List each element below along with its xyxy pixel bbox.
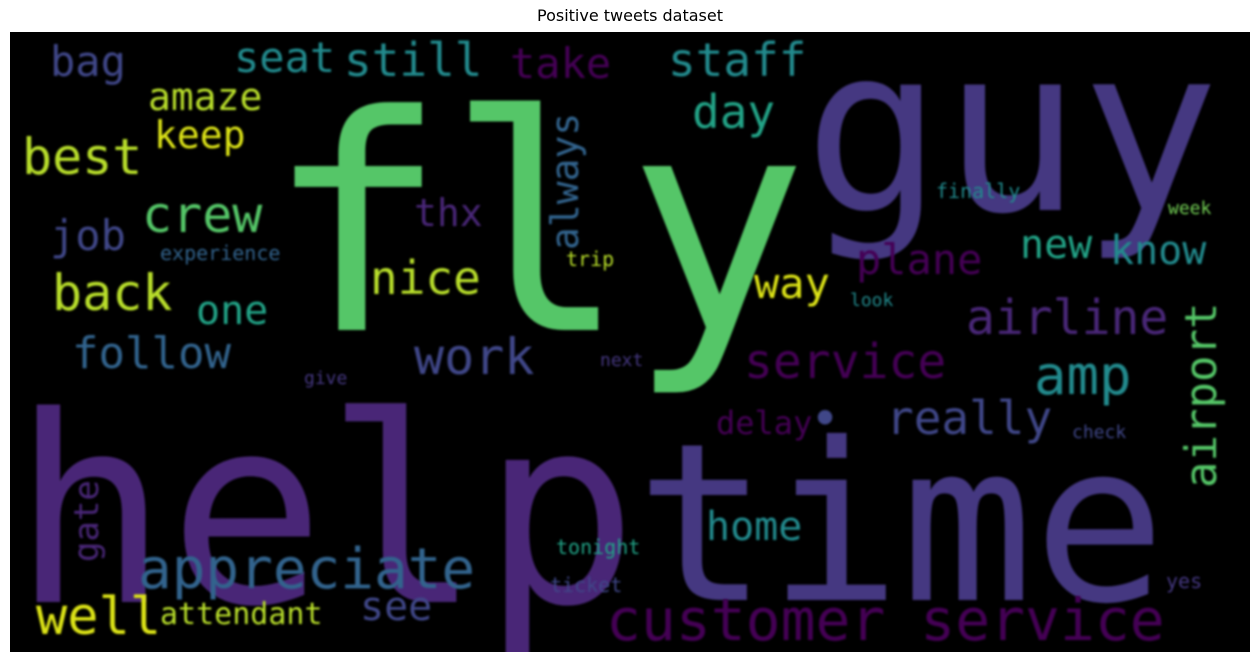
word-time: time xyxy=(636,396,1166,652)
word-help: help xyxy=(12,362,638,652)
word-well: well xyxy=(36,587,161,647)
word-amaze: amaze xyxy=(148,75,262,119)
word-fly: fly xyxy=(266,52,808,401)
word-see: see xyxy=(360,584,432,630)
word-yes: yes xyxy=(1166,569,1202,593)
word-really: really xyxy=(886,391,1052,445)
word-plane: plane xyxy=(856,235,982,284)
word-attendant: attendant xyxy=(160,597,323,632)
word-keep: keep xyxy=(154,113,246,157)
word-day: day xyxy=(692,85,775,139)
word-airline: airline xyxy=(966,290,1168,346)
word-trip: trip xyxy=(566,247,614,271)
dot: • xyxy=(810,390,840,448)
cloud-background xyxy=(10,32,1250,652)
word-always: always xyxy=(543,113,587,250)
word-tonight: tonight xyxy=(556,535,640,559)
word-work: work xyxy=(414,328,534,386)
word-airport: airport xyxy=(1176,303,1227,488)
word-customer-service: customer service xyxy=(606,586,1165,652)
word-know: know xyxy=(1110,228,1207,274)
word-way: way xyxy=(754,259,830,308)
word-seat: seat xyxy=(234,33,335,82)
word-home: home xyxy=(706,504,802,550)
word-look: look xyxy=(850,290,894,311)
word-gate: gate xyxy=(67,480,107,562)
word-bag: bag xyxy=(50,37,126,86)
word-nice: nice xyxy=(370,251,481,305)
word-delay: delay xyxy=(716,404,812,442)
word-check: check xyxy=(1072,422,1126,443)
word-job: job xyxy=(50,211,126,260)
word-give: give xyxy=(304,368,347,389)
word-follow: follow xyxy=(72,328,231,379)
word-back: back xyxy=(52,264,172,322)
word-thx: thx xyxy=(414,191,483,235)
word-week: week xyxy=(1168,198,1212,219)
word-experience: experience xyxy=(160,241,280,265)
word-next: next xyxy=(600,350,643,371)
word-staff: staff xyxy=(668,33,806,87)
word-finally: finally xyxy=(936,179,1020,203)
word-best: best xyxy=(22,128,142,186)
word-take: take xyxy=(510,39,611,88)
word-amp: amp xyxy=(1034,344,1132,407)
word-guy: guy xyxy=(804,32,1219,265)
word-ticket: ticket xyxy=(550,573,622,597)
word-appreciate: appreciate xyxy=(138,537,475,602)
chart-title: Positive tweets dataset xyxy=(537,6,723,25)
word-cloud: fly help guy time customer service appre… xyxy=(10,32,1250,652)
word-service: service xyxy=(744,334,946,390)
word-crew: crew xyxy=(142,186,263,244)
word-new: new xyxy=(1020,222,1093,268)
word-one: one xyxy=(196,288,268,334)
word-still: still xyxy=(344,33,482,87)
